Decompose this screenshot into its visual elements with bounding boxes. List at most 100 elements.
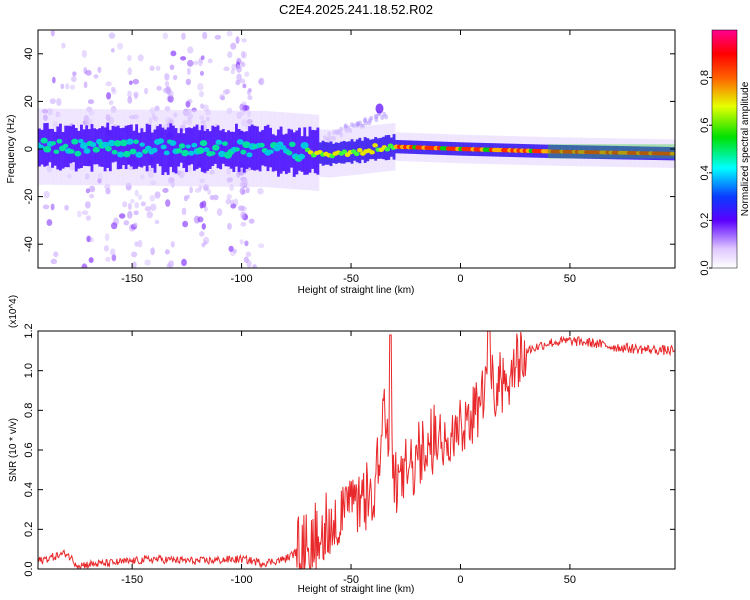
- heatmap-peak: [56, 138, 63, 144]
- heatmap-peak: [151, 147, 158, 153]
- heatmap-peak: [300, 142, 309, 149]
- heatmap-speckle: [239, 239, 244, 245]
- heatmap-speckle: [239, 187, 246, 195]
- heatmap-speckle: [149, 65, 155, 71]
- heatmap-peak: [286, 150, 293, 156]
- heatmap-speckle: [89, 185, 96, 193]
- snr-line: [38, 331, 675, 569]
- heatmap-peak: [369, 150, 375, 155]
- spectrogram-y-tick-label: 0: [23, 146, 35, 152]
- heatmap-speckle: [227, 51, 233, 58]
- heatmap-core: [305, 136, 309, 175]
- heatmap-speckle: [257, 188, 264, 195]
- heatmap-speckle: [127, 96, 133, 104]
- heatmap-core: [295, 130, 299, 175]
- heatmap-speckle: [69, 84, 76, 90]
- heatmap-speckle: [110, 248, 116, 257]
- heatmap-speckle: [123, 220, 130, 226]
- heatmap-speckle: [71, 75, 77, 83]
- heatmap-peak: [669, 151, 675, 156]
- heatmap-speckle: [225, 198, 231, 205]
- heatmap-peak: [68, 149, 75, 154]
- snr-y-tick-label: 0.6: [23, 442, 35, 457]
- heatmap-speckle: [87, 99, 95, 105]
- heatmap-speckle: [203, 240, 208, 246]
- heatmap-core: [156, 126, 160, 164]
- heatmap-speckle: [50, 30, 55, 37]
- heatmap-speckle: [185, 101, 191, 108]
- snr-frame: [37, 330, 676, 570]
- heatmap-core: [274, 135, 278, 171]
- heatmap-peak: [113, 140, 122, 147]
- heatmap-peak: [242, 141, 251, 149]
- heatmap-speckle: [181, 32, 186, 40]
- heatmap-speckle: [154, 219, 160, 225]
- heatmap-peak: [157, 138, 164, 144]
- heatmap-speckle: [231, 63, 237, 71]
- heatmap-peak: [234, 147, 240, 152]
- heatmap-core: [140, 128, 144, 168]
- heatmap-peak: [71, 138, 79, 145]
- heatmap-core: [279, 126, 283, 174]
- heatmap-speckle: [247, 95, 253, 101]
- heatmap-peak: [129, 148, 137, 155]
- heatmap-peak: [79, 142, 88, 149]
- colorbar-tick-label: 0.0: [699, 260, 711, 275]
- heatmap-speckle: [133, 92, 138, 100]
- heatmap-peak: [144, 145, 152, 152]
- heatmap-speckle: [83, 81, 88, 89]
- heatmap-speckle: [198, 91, 204, 98]
- heatmap-speckle: [134, 202, 140, 209]
- snr-x-tick-label: -150: [121, 574, 143, 586]
- heatmap-speckle: [167, 90, 174, 98]
- heatmap-speckle: [236, 73, 242, 82]
- heatmap-peak: [356, 147, 363, 153]
- spectrogram-y-tick-label: -40: [23, 236, 35, 252]
- heatmap-speckle: [230, 203, 237, 209]
- heatmap-peak: [53, 149, 60, 155]
- heatmap-peak: [135, 151, 143, 158]
- heatmap-speckle: [258, 243, 265, 249]
- heatmap-speckle: [52, 76, 56, 84]
- heatmap-speckle: [202, 31, 208, 40]
- heatmap-speckle: [219, 93, 225, 100]
- heatmap-speckle: [248, 218, 255, 224]
- heatmap-peak: [178, 143, 186, 149]
- heatmap-speckle: [110, 86, 116, 92]
- heatmap-peak: [372, 143, 378, 148]
- heatmap-speckle: [166, 262, 172, 268]
- heatmap-speckle: [240, 221, 247, 227]
- heatmap-speckle: [155, 65, 161, 71]
- heatmap-speckle: [230, 42, 237, 50]
- heatmap-speckle: [170, 50, 177, 57]
- heatmap-core: [69, 126, 73, 164]
- colorbar-tick-label: 0.6: [699, 118, 711, 133]
- heatmap-peak: [209, 151, 216, 156]
- heatmap-core: [203, 130, 207, 173]
- heatmap-peak: [273, 145, 281, 152]
- heatmap-speckle: [349, 122, 354, 128]
- heatmap-speckle: [88, 257, 94, 264]
- heatmap-peak: [196, 147, 205, 155]
- heatmap-speckle: [236, 64, 242, 73]
- heatmap-speckle: [186, 59, 194, 67]
- heatmap-speckle: [245, 251, 252, 257]
- heatmap-speckle: [212, 194, 219, 201]
- heatmap-speckle: [106, 92, 112, 100]
- heatmap-core: [266, 124, 270, 172]
- snr-y-tick-label: 1.0: [23, 363, 35, 378]
- heatmap-peak: [50, 141, 57, 146]
- spectrogram-x-tick-label: 0: [457, 273, 463, 285]
- heatmap-core: [56, 126, 60, 170]
- spectrogram-y-tick-label: 20: [23, 95, 35, 107]
- heatmap-peak: [258, 142, 265, 148]
- heatmap-core: [371, 139, 375, 160]
- heatmap-speckle: [170, 241, 175, 248]
- heatmap-speckle: [245, 187, 250, 194]
- heatmap-core: [90, 124, 94, 172]
- heatmap-speckle: [233, 248, 237, 254]
- heatmap-peak: [353, 151, 360, 157]
- heatmap-speckle: [132, 78, 140, 85]
- heatmap-speckle: [244, 240, 249, 247]
